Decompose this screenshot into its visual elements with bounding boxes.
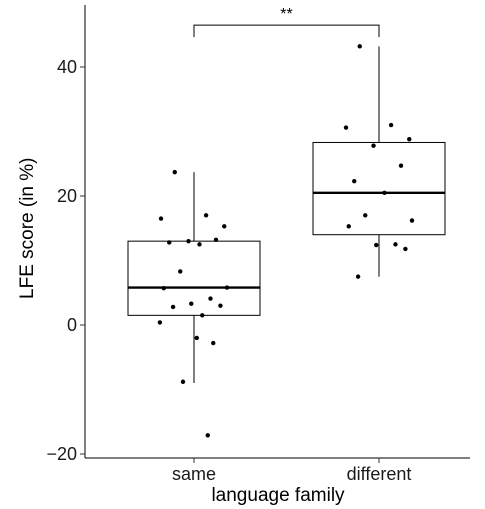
y-tick-label: 40 bbox=[57, 57, 77, 77]
data-point bbox=[189, 301, 194, 306]
data-point bbox=[346, 224, 351, 229]
y-tick-label: 0 bbox=[67, 315, 77, 335]
data-point bbox=[224, 285, 230, 290]
data-point bbox=[161, 286, 166, 291]
data-point bbox=[158, 216, 164, 221]
data-point bbox=[213, 237, 219, 243]
significance-line bbox=[193, 24, 380, 38]
data-point bbox=[211, 340, 216, 346]
data-point bbox=[172, 169, 177, 175]
data-point bbox=[208, 296, 213, 301]
data-point bbox=[403, 246, 408, 252]
significance-bracket: ** bbox=[193, 6, 380, 38]
y-tick-label: 20 bbox=[57, 186, 77, 206]
data-point bbox=[371, 143, 376, 148]
data-point bbox=[200, 313, 205, 318]
y-axis-title: LFE score (in %) bbox=[17, 158, 38, 299]
data-point bbox=[343, 125, 349, 130]
data-point bbox=[355, 274, 361, 279]
data-point bbox=[205, 433, 210, 438]
data-point bbox=[167, 240, 172, 245]
data-point bbox=[388, 122, 394, 128]
data-point bbox=[180, 379, 186, 384]
data-point bbox=[352, 178, 357, 184]
data-point bbox=[218, 303, 223, 308]
data-point bbox=[186, 238, 191, 244]
data-point bbox=[382, 190, 387, 195]
data-point bbox=[407, 137, 412, 142]
x-tick-label: different bbox=[347, 464, 412, 484]
x-axis-title: language family bbox=[211, 485, 345, 506]
data-point bbox=[409, 218, 415, 223]
axes: −20 0 20 40 same different bbox=[46, 5, 470, 484]
data-point bbox=[393, 242, 398, 247]
data-point bbox=[194, 335, 199, 341]
data-point bbox=[203, 213, 209, 218]
box-different bbox=[312, 141, 446, 236]
data-points bbox=[157, 44, 415, 438]
data-point bbox=[222, 224, 227, 229]
boxes bbox=[127, 46, 446, 384]
box-same bbox=[127, 240, 261, 316]
data-point bbox=[170, 304, 176, 310]
data-point bbox=[357, 44, 362, 49]
data-point bbox=[398, 163, 404, 168]
x-tick-label: same bbox=[172, 464, 216, 484]
data-point bbox=[197, 242, 202, 247]
significance-label: ** bbox=[280, 6, 292, 23]
y-tick-label: −20 bbox=[46, 444, 77, 464]
data-point bbox=[178, 269, 183, 274]
data-point bbox=[374, 242, 379, 248]
data-point bbox=[363, 213, 368, 218]
data-point bbox=[157, 320, 163, 325]
